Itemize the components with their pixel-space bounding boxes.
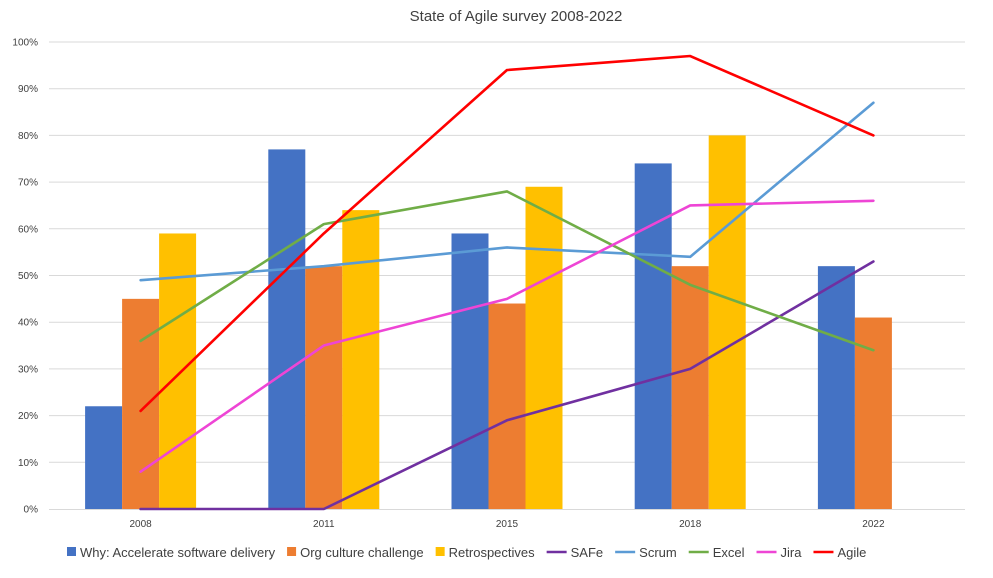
x-tick-label: 2011 bbox=[313, 519, 335, 530]
y-tick-label: 10% bbox=[18, 458, 38, 469]
series-line bbox=[139, 260, 875, 511]
bar bbox=[122, 298, 160, 509]
y-axis-labels: 0% 10% 20% 30% 40% 50% 60% 70% 80% 90% 100% bbox=[12, 38, 38, 516]
y-tick-label: 20% bbox=[18, 411, 38, 422]
bar bbox=[708, 135, 746, 509]
bar bbox=[268, 149, 306, 509]
legend-label: Scrum bbox=[639, 545, 677, 560]
legend-label: Org culture challenge bbox=[300, 545, 424, 560]
legend-swatch bbox=[67, 547, 76, 556]
bar bbox=[634, 163, 672, 510]
bar bbox=[671, 266, 709, 509]
series-line bbox=[139, 190, 875, 352]
bar bbox=[451, 233, 489, 509]
y-tick-label: 60% bbox=[18, 224, 38, 235]
x-tick-label: 2008 bbox=[129, 519, 152, 530]
y-tick-label: 0% bbox=[24, 505, 39, 516]
x-axis-labels: 2008 2011 2015 2018 2022 bbox=[129, 519, 884, 530]
legend-label: Excel bbox=[713, 545, 745, 560]
bar bbox=[525, 186, 563, 509]
series-line bbox=[139, 199, 875, 473]
legend-label: SAFe bbox=[571, 545, 604, 560]
x-tick-label: 2015 bbox=[496, 519, 519, 530]
chart-title: State of Agile survey 2008-2022 bbox=[410, 8, 623, 25]
bars bbox=[85, 135, 892, 510]
y-tick-label: 90% bbox=[18, 84, 38, 95]
series-line bbox=[139, 54, 875, 413]
bar bbox=[85, 406, 123, 509]
bar bbox=[817, 266, 855, 509]
legend-swatch bbox=[287, 547, 297, 556]
y-tick-label: 80% bbox=[18, 131, 38, 142]
legend-label: Retrospectives bbox=[449, 545, 535, 560]
bar bbox=[488, 303, 526, 509]
lines bbox=[139, 54, 875, 511]
legend: Why: Accelerate software delivery Org cul… bbox=[67, 545, 866, 560]
y-tick-label: 100% bbox=[12, 38, 38, 49]
y-tick-label: 50% bbox=[18, 271, 38, 282]
legend-label: Agile bbox=[837, 545, 866, 560]
bar bbox=[305, 266, 343, 509]
bar bbox=[342, 210, 380, 509]
bar bbox=[159, 233, 197, 509]
legend-swatch bbox=[435, 547, 445, 556]
legend-label: Why: Accelerate software delivery bbox=[80, 545, 276, 560]
y-tick-label: 70% bbox=[18, 178, 38, 189]
legend-label: Jira bbox=[781, 545, 803, 560]
x-tick-label: 2018 bbox=[679, 519, 702, 530]
gridlines bbox=[49, 41, 965, 463]
series-line bbox=[139, 101, 875, 282]
x-tick-label: 2022 bbox=[862, 519, 885, 530]
y-tick-label: 30% bbox=[18, 364, 38, 375]
y-tick-label: 40% bbox=[18, 318, 38, 329]
